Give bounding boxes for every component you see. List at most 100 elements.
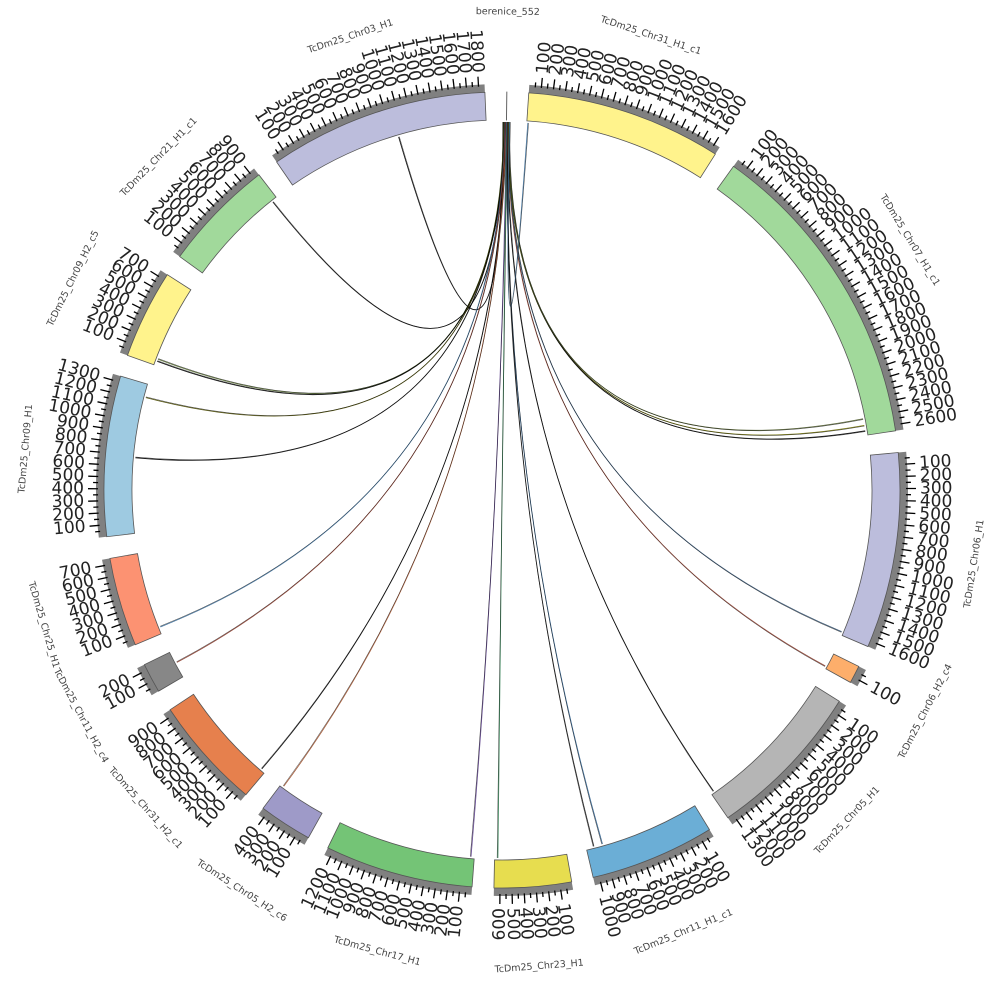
link-edge — [507, 122, 601, 844]
tick — [775, 185, 782, 192]
tick — [269, 824, 275, 832]
link-edge — [508, 122, 713, 791]
tick — [174, 237, 182, 243]
link-tcdm25-chr31-h1-c1 — [508, 122, 528, 306]
ideogram-tcdm25-chr06-h1 — [842, 453, 900, 647]
ideogram-tcdm25-chr07-h1-c1 — [717, 166, 895, 435]
tick — [808, 754, 816, 761]
tick — [659, 109, 663, 118]
link-edge — [399, 122, 503, 310]
segment-label-tcdm25-chr23-h1: TcDm25_Chr23_H1 — [493, 958, 584, 976]
tick — [713, 137, 718, 146]
tick — [333, 112, 337, 121]
tick — [244, 166, 250, 174]
tick — [90, 525, 100, 526]
link-edge — [283, 122, 507, 786]
tick — [692, 125, 697, 134]
tick — [859, 680, 868, 685]
minor-tick — [95, 531, 100, 532]
segment-tcdm25-chr06-h1: 1002003004005006007008009001000110012001… — [842, 451, 955, 674]
tick — [310, 123, 315, 132]
tick — [838, 261, 846, 267]
minor-tick — [901, 555, 906, 556]
tick — [658, 863, 662, 872]
tick — [838, 715, 846, 721]
link-tcdm25-chr05-h2-c6 — [284, 122, 506, 786]
tick-label: 600 — [490, 908, 510, 941]
minor-tick — [460, 83, 461, 88]
tick — [800, 763, 807, 770]
tick — [235, 174, 241, 182]
tick — [851, 282, 860, 287]
tick — [691, 847, 696, 856]
tick — [905, 463, 915, 464]
tick — [809, 221, 817, 228]
tick — [876, 643, 885, 647]
minor-tick — [441, 889, 442, 894]
tick — [681, 119, 685, 128]
tick — [524, 893, 525, 903]
tick — [747, 161, 753, 169]
tick — [831, 725, 839, 731]
minor-tick — [560, 85, 561, 90]
segment-label-berenice-552: berenice_552 — [476, 6, 540, 18]
tick — [191, 757, 199, 764]
tick — [322, 117, 326, 126]
minor-tick — [543, 892, 544, 897]
tick — [182, 227, 190, 233]
minor-tick — [99, 421, 104, 422]
tick-label: 100 — [866, 678, 904, 711]
tick — [127, 315, 136, 319]
tick — [144, 282, 153, 287]
link-tcdm25-chr31-h2-c1 — [262, 122, 506, 769]
minor-tick — [904, 531, 909, 532]
minor-tick — [453, 891, 454, 896]
link-tcdm25-chr17-h1 — [471, 122, 506, 857]
segment-tcdm25-chr31-h1-c1: 1002003004005006007008009001000110012001… — [527, 41, 752, 178]
tick — [225, 182, 232, 189]
tick — [816, 744, 824, 750]
tick — [133, 673, 142, 678]
tick — [226, 791, 233, 798]
segment-label-tcdm25-chr11-h2-c4: TcDm25_Chr11_H2_c4 — [50, 666, 110, 765]
tick — [299, 129, 304, 138]
segment-label-tcdm25-chr31-h1-c1: TcDm25_Chr31_H1_c1 — [598, 14, 703, 58]
tick — [160, 718, 168, 724]
tick — [338, 861, 342, 870]
tick — [784, 193, 791, 200]
tick — [774, 789, 781, 796]
tick — [199, 766, 206, 773]
tick — [824, 735, 832, 741]
tick — [669, 858, 673, 867]
segment-tcdm25-chr05-h1: 1002003004005006007008009001000110012001… — [712, 686, 882, 871]
segment-tcdm25-chr09-h1: 1002003004005006007008009001000110012001… — [47, 355, 148, 539]
tick — [290, 837, 295, 846]
tick — [344, 107, 348, 116]
tick — [670, 114, 674, 123]
minor-tick — [567, 889, 568, 894]
minor-tick — [555, 891, 556, 896]
segment-tcdm25-chr03-h1: 1002003004005006007008009001000110012001… — [250, 29, 488, 185]
tick — [905, 513, 915, 514]
tick — [746, 812, 752, 820]
segment-tcdm25-chr07-h1-c1: 1002003004005006007008009001000110012001… — [717, 126, 958, 435]
minor-tick — [428, 887, 429, 892]
minor-tick — [95, 446, 100, 447]
tick — [801, 211, 808, 218]
tick — [478, 77, 479, 87]
tick — [175, 738, 183, 744]
tick — [289, 135, 294, 144]
tick — [702, 841, 707, 850]
tick — [736, 819, 742, 827]
tick — [151, 271, 159, 276]
link-edge — [509, 122, 841, 632]
minor-tick — [97, 433, 102, 434]
tick — [217, 783, 224, 790]
tick — [783, 780, 790, 787]
minor-tick — [900, 417, 905, 418]
link-tcdm25-chr11-h1-c1 — [507, 122, 603, 844]
